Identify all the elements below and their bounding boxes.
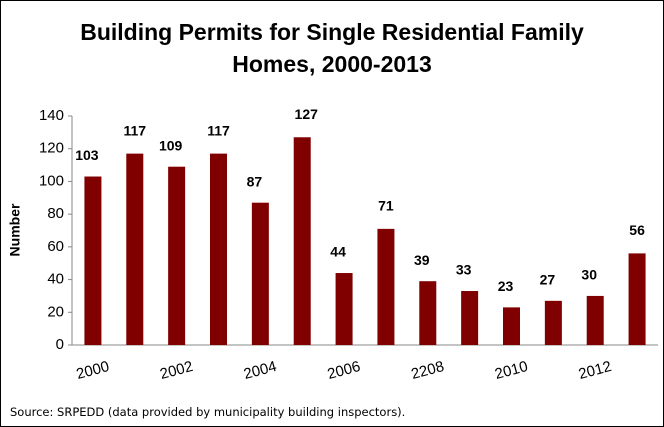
data-label: 117 xyxy=(207,122,230,138)
bar xyxy=(461,291,479,345)
x-tick-label: 2002 xyxy=(158,358,195,383)
chart-title: Building Permits for Single Residential … xyxy=(80,19,584,77)
data-label: 127 xyxy=(295,106,319,122)
data-label: 30 xyxy=(581,267,597,283)
y-axis-label: Number xyxy=(7,203,23,256)
x-tick-label: 2004 xyxy=(242,358,279,383)
x-tick-label: 2012 xyxy=(577,358,614,383)
x-tick-label: 2000 xyxy=(74,358,111,383)
bar xyxy=(335,273,353,345)
bar xyxy=(377,228,395,345)
data-label: 109 xyxy=(159,137,183,153)
data-label: 23 xyxy=(498,278,514,294)
data-label: 117 xyxy=(123,122,146,138)
y-tick-label: 0 xyxy=(56,336,64,353)
data-label: 56 xyxy=(629,222,645,238)
bar xyxy=(168,166,186,345)
x-tick-label: 2006 xyxy=(326,358,363,383)
bar xyxy=(628,253,646,345)
bar xyxy=(419,281,437,345)
data-label: 33 xyxy=(456,262,472,278)
bar xyxy=(293,137,311,345)
source-note: Source: SRPEDD (data provided by municip… xyxy=(10,405,406,419)
bar xyxy=(503,307,520,345)
data-label: 39 xyxy=(414,252,430,268)
bar xyxy=(126,153,144,345)
bar xyxy=(251,202,269,345)
data-label: 87 xyxy=(247,173,263,189)
x-tick-label: 2208 xyxy=(409,358,446,383)
y-tick-label: 40 xyxy=(47,271,64,288)
data-label: 27 xyxy=(540,272,556,288)
y-tick-label: 60 xyxy=(47,238,64,255)
y-tick-label: 100 xyxy=(39,172,64,189)
bar xyxy=(544,300,562,345)
data-label: 71 xyxy=(378,198,394,214)
y-tick-label: 140 xyxy=(39,107,64,124)
bar xyxy=(210,153,227,345)
data-label: 44 xyxy=(330,244,346,260)
bar xyxy=(586,295,604,345)
x-tick-label: 2010 xyxy=(493,358,530,383)
y-tick-label: 120 xyxy=(39,140,64,157)
y-tick-label: 20 xyxy=(47,303,64,320)
data-label: 103 xyxy=(75,147,99,163)
y-tick-label: 80 xyxy=(47,205,64,222)
bar xyxy=(84,176,102,345)
